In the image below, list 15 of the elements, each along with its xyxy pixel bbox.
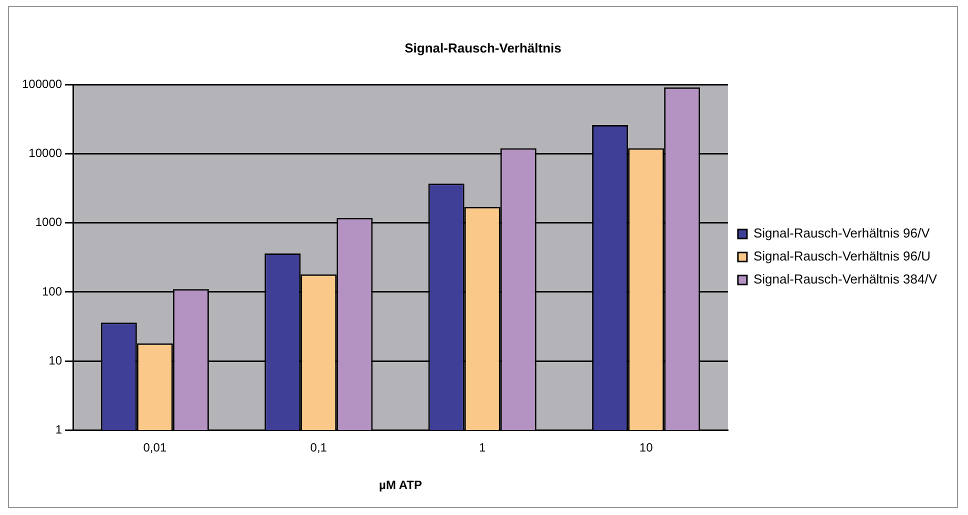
y-tick-label: 1 — [55, 422, 62, 437]
y-tick-label: 1000 — [35, 215, 62, 230]
x-tick-label: 1 — [479, 440, 486, 455]
x-tick-label: 0,1 — [310, 440, 328, 455]
x-tick-label: 0,01 — [143, 440, 167, 455]
legend-label: Signal-Rausch-Verhältnis 96/V — [753, 226, 930, 241]
y-tick-label: 100000 — [22, 76, 62, 91]
y-tick-label: 10 — [48, 353, 62, 368]
legend-label: Signal-Rausch-Verhältnis 96/U — [753, 248, 930, 264]
legend-label: Signal-Rausch-Verhältnis 384/V — [753, 272, 938, 287]
x-axis-title: µM ATP — [379, 478, 422, 492]
y-tick-label: 10000 — [28, 146, 62, 160]
x-tick-label: 10 — [639, 440, 654, 455]
chart-title: Signal-Rausch-Verhältnis — [404, 40, 562, 56]
y-tick-label: 100 — [42, 284, 62, 298]
